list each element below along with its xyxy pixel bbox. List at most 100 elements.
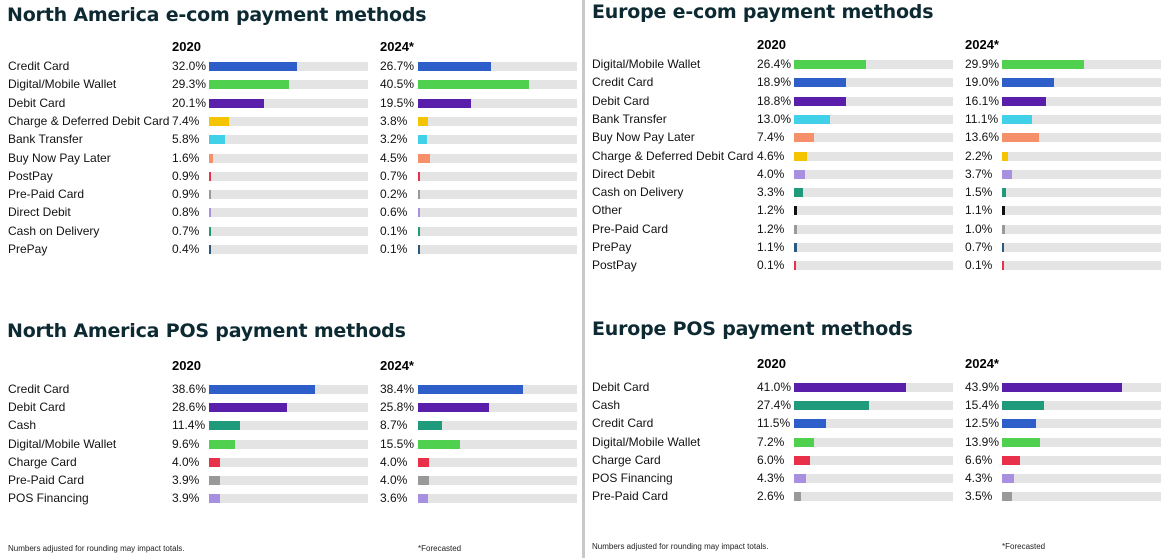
bar-track	[1002, 243, 1161, 252]
bar-track	[209, 98, 368, 108]
category-label: PostPay	[592, 258, 637, 273]
chart-europe-ecom: Europe e-com payment methods 2020 2024* Dig…	[585, 0, 1168, 558]
bar-track	[418, 62, 577, 71]
value-label-2020: 4.3%	[757, 471, 785, 485]
chart-row: Charge Card 6.0% 6.6%	[585, 453, 1168, 471]
bar-2024	[1002, 206, 1005, 216]
chart-row: PrePay 0.4% 0.1%	[0, 242, 582, 260]
bar-2024	[1002, 96, 1047, 106]
value-label-2020: 26.4%	[757, 57, 792, 71]
category-label: Credit Card	[592, 75, 654, 90]
bar-track	[1002, 437, 1161, 447]
bar-track	[209, 226, 368, 236]
bar-track	[418, 98, 577, 108]
bar-track	[1002, 206, 1161, 216]
chart-row: POS Financing 3.9% 3.6%	[0, 491, 582, 509]
bar-2024	[418, 494, 428, 504]
chart-europe-pos: Europe POS payment methods 2020 2024* Debit…	[585, 0, 1168, 558]
bar-track	[209, 385, 368, 394]
bar-2024	[418, 80, 530, 90]
value-label-2024: 0.2%	[380, 187, 408, 202]
bar-2020	[209, 190, 212, 200]
bar-2020	[794, 60, 867, 69]
value-label-2020: 9.6%	[172, 436, 200, 451]
bar-2020	[209, 135, 225, 145]
chart-row: Bank Transfer 5.8% 3.2%	[0, 132, 582, 150]
value-label-2024: 0.6%	[380, 205, 408, 220]
value-label-2024: 43.9%	[965, 380, 1000, 394]
value-label-2020: 5.8%	[172, 132, 200, 147]
bar-track	[209, 171, 368, 181]
bar-2024	[418, 421, 442, 431]
bar-track	[209, 439, 368, 449]
chart-row: Pre-Paid Card 1.2% 1.0%	[585, 222, 1168, 240]
chart-row: Pre-Paid Card 0.9% 0.2%	[0, 187, 582, 205]
bar-2020	[209, 403, 288, 413]
chart-row: Debit Card 18.8% 16.1%	[585, 94, 1168, 112]
bar-track	[418, 245, 577, 254]
right-panel: Europe e-com payment methods 2020 2024* Dig…	[585, 0, 1168, 558]
bar-2020	[209, 439, 236, 449]
chart-row: Credit Card 38.6% 38.4%	[0, 382, 582, 400]
bar-track	[418, 116, 577, 126]
bar-track	[209, 153, 368, 163]
chart-title: Europe e-com payment methods	[592, 1, 934, 23]
bar-track	[1002, 492, 1161, 502]
category-label: Direct Debit	[592, 166, 655, 181]
bar-2020	[209, 62, 297, 71]
category-label: Credit Card	[592, 416, 654, 431]
chart-row: Digital/Mobile Wallet 7.2% 13.9%	[585, 435, 1168, 453]
bar-track	[209, 80, 368, 90]
bar-track	[794, 492, 953, 502]
value-label-2024: 0.7%	[965, 240, 993, 254]
category-label: Digital/Mobile Wallet	[592, 57, 701, 71]
value-label-2020: 32.0%	[172, 59, 207, 73]
chart-row: Buy Now Pay Later 1.6% 4.5%	[0, 151, 582, 169]
bar-2024	[1002, 401, 1045, 411]
category-label: Debit Card	[592, 380, 650, 394]
bar-2024	[418, 62, 492, 71]
value-label-2024: 12.5%	[965, 416, 1000, 431]
bar-2020	[794, 243, 797, 252]
value-label-2020: 29.3%	[172, 77, 207, 92]
bar-track	[794, 60, 953, 69]
category-label: Bank Transfer	[592, 111, 667, 126]
year-header-2020: 2020	[757, 37, 786, 52]
bar-track	[418, 403, 577, 413]
category-label: Buy Now Pay Later	[592, 130, 695, 145]
chart-row: Cash 11.4% 8.7%	[0, 418, 582, 436]
value-label-2024: 0.1%	[380, 223, 408, 238]
bar-2024	[418, 171, 420, 181]
value-label-2024: 6.6%	[965, 452, 993, 467]
value-label-2020: 7.4%	[757, 130, 785, 145]
bar-track	[1002, 261, 1161, 271]
bar-2024	[1002, 383, 1123, 392]
bar-track	[794, 383, 953, 392]
bar-2024	[1002, 169, 1013, 179]
bar-2020	[794, 261, 796, 271]
bar-2020	[794, 78, 846, 88]
chart-row: Charge & Deferred Debit Card 7.4% 3.8%	[0, 114, 582, 132]
bar-track	[794, 96, 953, 106]
bar-2024	[418, 439, 461, 449]
value-label-2020: 27.4%	[757, 398, 792, 413]
bar-track	[209, 245, 368, 254]
bar-2024	[418, 116, 429, 126]
value-label-2020: 0.7%	[172, 223, 200, 238]
bar-track	[1002, 383, 1161, 392]
chart-row: Debit Card 41.0% 43.9%	[585, 380, 1168, 398]
year-header-2020: 2020	[172, 39, 201, 54]
bar-track	[1002, 419, 1161, 429]
bar-2024	[1002, 492, 1012, 502]
chart-row: Debit Card 28.6% 25.8%	[0, 400, 582, 418]
chart-row: Cash on Delivery 0.7% 0.1%	[0, 224, 582, 242]
bar-track	[209, 476, 368, 485]
bar-track	[209, 208, 368, 218]
bar-2024	[1002, 60, 1084, 69]
bar-2024	[418, 226, 420, 236]
value-label-2024: 1.0%	[965, 221, 993, 236]
value-label-2020: 3.9%	[172, 491, 200, 506]
bar-2024	[1002, 243, 1004, 252]
bar-track	[794, 206, 953, 216]
bar-track	[209, 421, 368, 431]
